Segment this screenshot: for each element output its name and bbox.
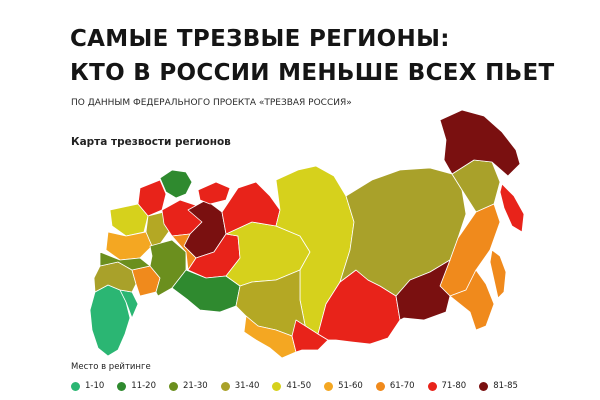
legend-item: 1-10 bbox=[71, 381, 104, 391]
legend-swatch bbox=[427, 381, 437, 391]
legend-label: 1-10 bbox=[85, 381, 105, 391]
region-northwest bbox=[109, 203, 149, 237]
legend-item: 21-30 bbox=[169, 381, 208, 391]
map-title: Карта трезвости регионов bbox=[71, 136, 231, 148]
legend-label: 81-85 bbox=[493, 381, 518, 391]
legend-item: 31-40 bbox=[220, 381, 260, 391]
legend-swatch bbox=[272, 381, 282, 391]
legend-item: 71-80 bbox=[427, 381, 467, 391]
legend-swatch bbox=[117, 381, 127, 391]
region-kamchatka bbox=[499, 183, 525, 233]
legend-label: 41-50 bbox=[286, 381, 312, 391]
title-line-1: САМЫЕ ТРЕЗВЫЕ РЕГИОНЫ: bbox=[70, 26, 450, 52]
region-volga bbox=[149, 239, 187, 297]
legend-item: 11-20 bbox=[117, 381, 156, 391]
legend-label: 21-30 bbox=[183, 381, 208, 391]
region-sakhalin bbox=[489, 249, 507, 299]
region-central-b bbox=[99, 251, 151, 271]
legend-item: 81-85 bbox=[479, 381, 518, 391]
legend-label: 31-40 bbox=[234, 381, 260, 391]
region-south-urals bbox=[171, 269, 241, 313]
legend: 1-10 11-20 21-30 31-40 41-50 51-60 61-70 71-80 8… bbox=[71, 381, 518, 391]
legend-swatch bbox=[479, 381, 489, 391]
legend-item: 61-70 bbox=[375, 381, 415, 391]
legend-label: 61-70 bbox=[389, 381, 415, 391]
legend-swatch bbox=[71, 381, 80, 391]
legend-swatch bbox=[375, 381, 385, 391]
subtitle: ПО ДАННЫМ ФЕДЕРАЛЬНОГО ПРОЕКТА «ТРЕЗВАЯ … bbox=[71, 98, 352, 108]
legend-label: 51-60 bbox=[338, 381, 363, 391]
region-novosibirsk bbox=[243, 315, 297, 359]
title-line-2: КТО В РОССИИ МЕНЬШЕ ВСЕХ ПЬЕТ bbox=[70, 60, 555, 86]
legend-title: Место в рейтинге bbox=[71, 362, 151, 372]
region-central-a bbox=[105, 231, 153, 261]
legend-item: 51-60 bbox=[324, 381, 363, 391]
region-nenets bbox=[197, 181, 231, 205]
legend-swatch bbox=[220, 381, 230, 391]
region-kola-peninsula bbox=[159, 169, 193, 199]
legend-swatch bbox=[169, 381, 178, 391]
legend-label: 11-20 bbox=[131, 381, 156, 391]
legend-swatch bbox=[324, 381, 334, 391]
legend-label: 71-80 bbox=[441, 381, 467, 391]
region-primorye bbox=[449, 269, 495, 331]
region-chukotka bbox=[439, 109, 521, 177]
legend-item: 41-50 bbox=[272, 381, 311, 391]
